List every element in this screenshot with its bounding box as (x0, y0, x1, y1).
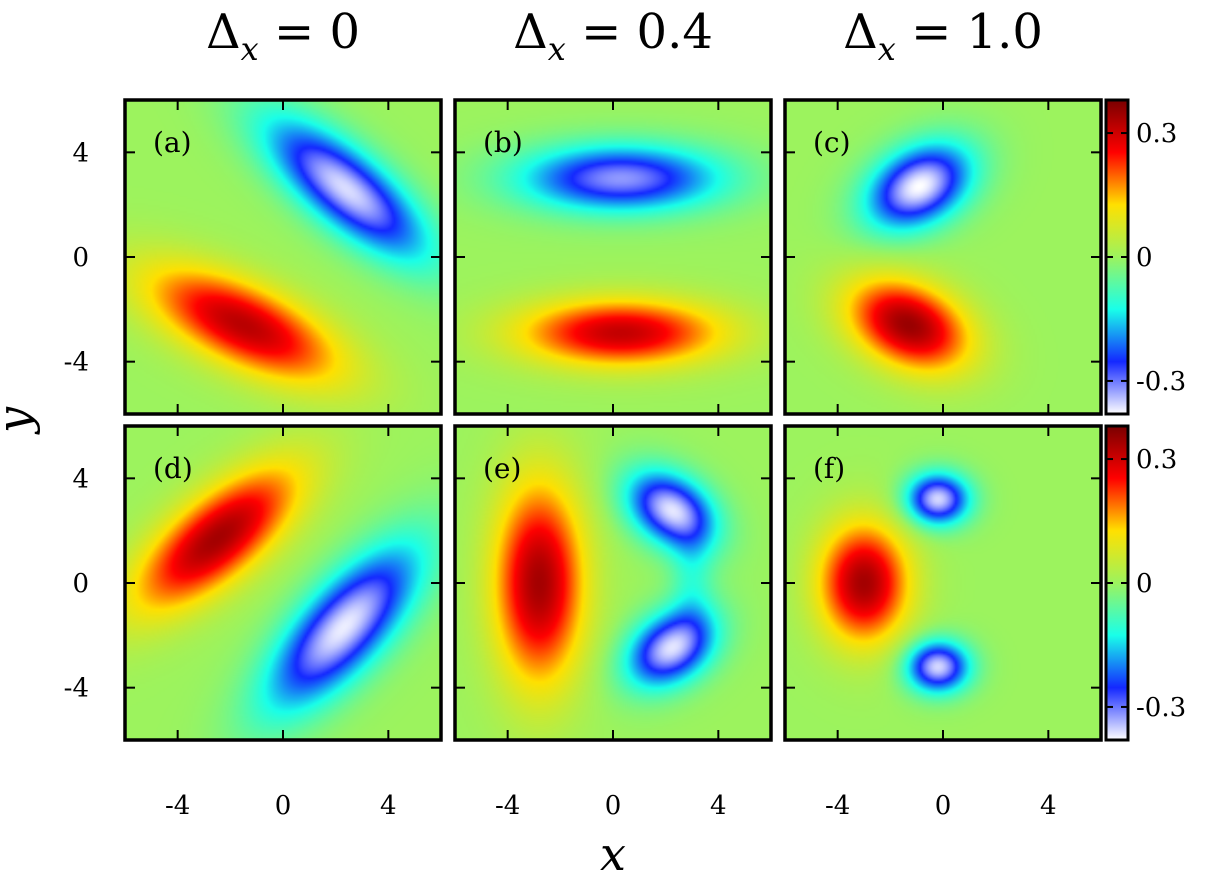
heatmap-image (785, 426, 1101, 740)
x-axis-label: x (600, 827, 626, 881)
y-tick-label: 4 (72, 464, 89, 494)
heatmap-image (455, 426, 771, 740)
panel-d: (d) (123, 424, 443, 742)
column-title: Δx = 0 (206, 4, 360, 68)
x-tick-label: 0 (605, 791, 622, 821)
y-tick-label: 4 (72, 138, 89, 168)
panel-label: (d) (153, 452, 193, 485)
colorbar-tick-label: 0.3 (1136, 445, 1177, 475)
colorbar-tick-label: 0 (1136, 569, 1153, 599)
heatmap-image (785, 100, 1101, 414)
colorbar-tick-label: -0.3 (1136, 367, 1186, 397)
x-tick-label: -4 (165, 791, 190, 821)
y-tick-label: -4 (64, 674, 89, 704)
panel-e: (e) (453, 424, 773, 742)
column-title: Δx = 1.0 (843, 4, 1043, 68)
panel-a: (a) (123, 98, 443, 416)
panel-f: (f) (783, 424, 1103, 742)
x-tick-label: -4 (495, 791, 520, 821)
y-tick-label: -4 (64, 348, 89, 378)
y-axis-label: y (0, 406, 41, 435)
x-tick-label: -4 (825, 791, 850, 821)
colorbar-tick-label: -0.3 (1136, 693, 1186, 723)
x-tick-label: 4 (1040, 791, 1057, 821)
colorbar-gradient (1106, 426, 1128, 740)
colorbar-tick-label: 0 (1136, 243, 1153, 273)
heatmap-image (455, 100, 771, 414)
heatmap-image (125, 426, 441, 740)
panel-label: (c) (813, 126, 851, 159)
x-tick-label: 0 (275, 791, 292, 821)
panel-label: (f) (813, 452, 845, 485)
colorbar-tick-label: 0.3 (1136, 119, 1177, 149)
column-title: Δx = 0.4 (513, 4, 713, 68)
colorbar: 0.3 0 -0.3 (1104, 98, 1186, 416)
x-tick-label: 0 (935, 791, 952, 821)
y-tick-label: 0 (72, 243, 89, 273)
panel-label: (e) (483, 452, 521, 485)
colorbar-gradient (1106, 100, 1128, 414)
x-tick-label: 4 (380, 791, 397, 821)
panel-b: (b) (453, 98, 773, 416)
panel-label: (b) (483, 126, 523, 159)
y-tick-label: 0 (72, 569, 89, 599)
x-tick-label: 4 (710, 791, 727, 821)
panel-c: (c) (783, 98, 1103, 416)
panel-label: (a) (153, 126, 192, 159)
colorbar: 0.3 0 -0.3 (1104, 424, 1186, 742)
heatmap-image (125, 100, 441, 414)
